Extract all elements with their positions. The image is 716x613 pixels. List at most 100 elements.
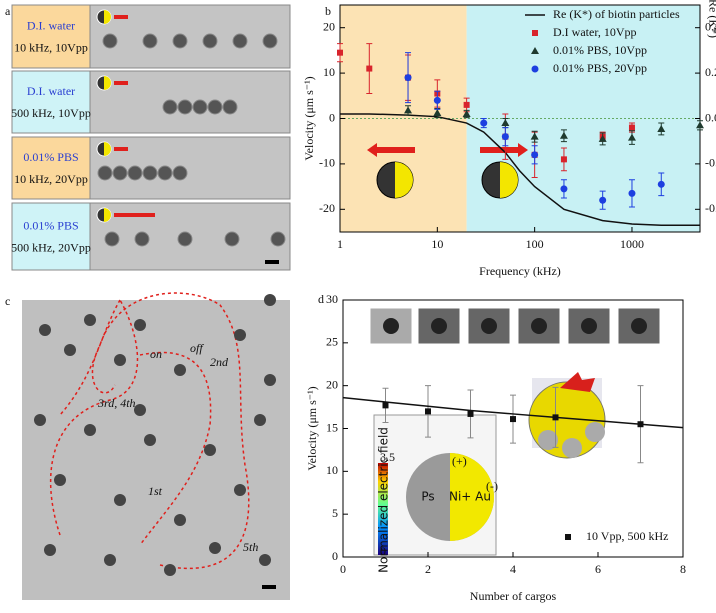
thumb-particle <box>581 318 597 334</box>
particle <box>207 99 223 115</box>
y-tick-label: 20 <box>323 19 335 33</box>
marker <box>433 109 442 117</box>
particle <box>234 329 246 341</box>
particle <box>84 424 96 436</box>
y-axis-title: Velocity (μm s⁻¹) <box>305 386 319 470</box>
particle <box>232 33 248 49</box>
thumb-particle <box>431 318 447 334</box>
micrograph <box>22 300 290 600</box>
panel-letter: d <box>318 292 324 306</box>
trajectory-label: 5th <box>243 540 258 554</box>
panel-letter: c <box>5 294 10 308</box>
particle <box>209 542 221 554</box>
colorbar <box>378 463 388 555</box>
particle <box>134 319 146 331</box>
marker <box>531 47 539 54</box>
series-line <box>340 113 700 226</box>
particle <box>162 99 178 115</box>
marker <box>404 106 413 114</box>
x-axis-title: Frequency (kHz) <box>479 264 561 278</box>
y2-tick-label: -0.4 <box>705 201 716 215</box>
particle <box>134 404 146 416</box>
particle <box>144 434 156 446</box>
particle <box>142 33 158 49</box>
medium: D.I. water <box>27 84 75 98</box>
cargo <box>585 422 605 442</box>
particle <box>164 564 176 576</box>
x-tick-label: 6 <box>595 562 601 576</box>
charge: (+) <box>452 454 467 468</box>
y-tick-label: 5 <box>332 506 338 520</box>
marker <box>560 185 568 193</box>
y2-tick-label: 0.4 <box>705 19 716 33</box>
legend-label: 0.01% PBS, 10Vpp <box>553 43 647 57</box>
y-axis-title: Velocity (μm s⁻¹) <box>302 76 316 160</box>
marker <box>382 402 389 409</box>
thumb-particle <box>481 318 497 334</box>
marker <box>532 30 538 36</box>
colorbar-max: 3.5 <box>380 450 395 464</box>
x-tick-label: 100 <box>526 237 544 251</box>
marker <box>559 131 568 139</box>
particle <box>64 344 76 356</box>
particle <box>177 99 193 115</box>
y2-axis-title: Re (K*) <box>706 0 716 38</box>
y-tick-label: 30 <box>326 292 338 306</box>
ps-label: Ps <box>421 490 434 504</box>
trajectory-label: 1st <box>148 484 163 498</box>
x-tick-label: 1000 <box>620 237 644 251</box>
legend-label: Re (K*) of biotin particles <box>553 7 680 21</box>
label-box <box>11 4 91 69</box>
particle <box>234 484 246 496</box>
marker <box>696 121 704 129</box>
marker <box>565 534 571 540</box>
marker <box>531 65 539 73</box>
panel-a: D.I. water 10 kHz, 10Vpp D.I. water 500 kHz… <box>11 4 291 271</box>
x-tick-label: 4 <box>510 562 516 576</box>
particle <box>84 314 96 326</box>
marker <box>462 109 471 117</box>
marker <box>366 65 373 72</box>
marker <box>425 408 431 415</box>
particle <box>264 294 276 306</box>
condition: 10 kHz, 20Vpp <box>14 172 88 186</box>
y-tick-label: 10 <box>326 463 338 477</box>
y-tick-label: -20 <box>319 201 335 215</box>
particle <box>54 474 66 486</box>
marker <box>501 133 509 141</box>
marker <box>337 49 343 56</box>
particle <box>172 165 188 181</box>
particle <box>202 33 218 49</box>
marker <box>480 119 488 127</box>
particle <box>259 554 271 566</box>
label-box <box>11 202 91 271</box>
y-tick-label: 15 <box>326 420 338 434</box>
particle <box>174 514 186 526</box>
particle <box>157 165 173 181</box>
condition: 500 kHz, 10Vpp <box>11 106 91 120</box>
scale-bar <box>265 260 279 264</box>
cargo <box>538 430 558 450</box>
charge: (-) <box>486 479 498 493</box>
x-axis-title: Number of cargos <box>470 589 557 603</box>
arrowhead <box>518 143 528 157</box>
marker <box>433 96 441 104</box>
particle <box>262 33 278 49</box>
marker <box>501 119 510 127</box>
y-tick-label: 20 <box>326 377 338 391</box>
marker <box>560 156 567 163</box>
marker <box>598 134 607 142</box>
marker <box>404 74 412 82</box>
x-tick-label: 0 <box>340 562 346 576</box>
particle <box>134 231 150 247</box>
trajectory-label: off <box>190 341 204 355</box>
colorbar-label: Normalized electric field <box>377 427 391 573</box>
particle <box>192 99 208 115</box>
particle <box>104 231 120 247</box>
marker <box>599 196 607 204</box>
particle <box>97 165 113 181</box>
particle <box>34 414 46 426</box>
particle <box>172 33 188 49</box>
particle <box>224 231 240 247</box>
